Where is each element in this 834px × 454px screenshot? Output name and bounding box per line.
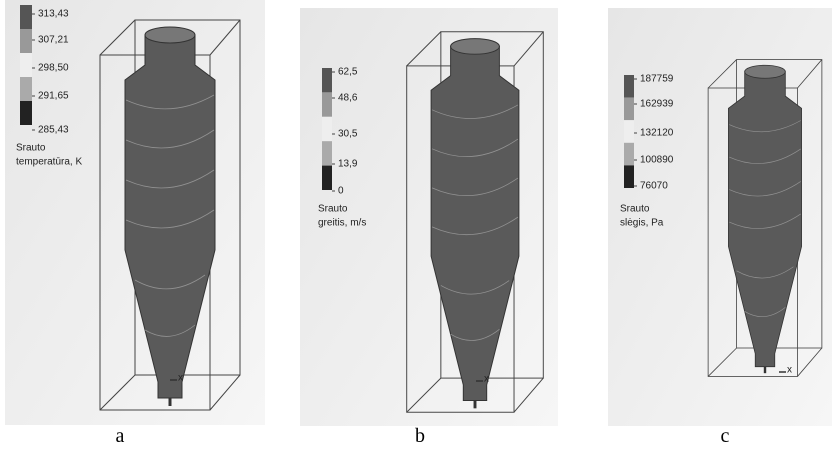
panels: 313,43 307,21 298,50 291,65 285,43 Srauto temp… xyxy=(5,0,832,447)
legend-color-segment xyxy=(20,29,32,53)
legend-tick-label: 285,43 xyxy=(38,125,69,136)
legend-tick-label: 0 xyxy=(338,186,344,197)
legend-color-segment xyxy=(322,92,332,117)
legend-color-segment xyxy=(322,68,332,93)
legend-tick-label: 298,50 xyxy=(38,63,69,74)
panel: 313,43 307,21 298,50 291,65 285,43 Srauto temp… xyxy=(5,0,265,447)
legend-color-segment xyxy=(624,165,634,188)
legend-title: Srauto xyxy=(16,143,46,154)
legend-color-segment xyxy=(322,141,332,166)
legend-title: slėgis, Pa xyxy=(620,218,664,229)
legend-color-segment xyxy=(20,53,32,77)
legend-color-segment xyxy=(624,97,634,121)
legend-title: Srauto xyxy=(620,204,650,215)
axis-label: x xyxy=(484,374,489,385)
legend-title: temperatūra, K xyxy=(16,157,82,168)
legend-title: greitis, m/s xyxy=(318,218,366,229)
axis-label: x xyxy=(178,373,183,384)
legend-color-segment xyxy=(322,116,332,142)
panel-label: b xyxy=(415,425,425,447)
legend-color-segment xyxy=(20,5,32,29)
panel: 187759 162939 132120 100890 76070 Srauto slėgi… xyxy=(608,8,832,447)
legend-title: Srauto xyxy=(318,204,348,215)
legend-color-segment xyxy=(624,75,634,98)
axis-label: x xyxy=(787,365,792,376)
legend-color-segment xyxy=(624,120,634,143)
legend-color-segment xyxy=(624,142,634,166)
panel-label: c xyxy=(721,425,730,447)
legend-tick-label: 100890 xyxy=(640,155,674,166)
legend-color-segment xyxy=(322,165,332,190)
legend-tick-label: 30,5 xyxy=(338,129,358,140)
panel: 62,5 48,6 30,5 13,9 0 Srauto greitis, m/s x b xyxy=(300,8,558,447)
legend-tick-label: 13,9 xyxy=(338,159,358,170)
legend-tick-label: 187759 xyxy=(640,74,674,85)
legend-tick-label: 291,65 xyxy=(38,91,69,102)
legend-tick-label: 132120 xyxy=(640,128,674,139)
legend-color-segment xyxy=(20,101,32,125)
legend-tick-label: 313,43 xyxy=(38,9,69,20)
legend-tick-label: 62,5 xyxy=(338,67,358,78)
panel-label: a xyxy=(116,425,125,447)
legend-tick-label: 76070 xyxy=(640,181,668,192)
legend-tick-label: 162939 xyxy=(640,99,674,110)
legend-tick-label: 48,6 xyxy=(338,93,358,104)
legend-tick-label: 307,21 xyxy=(38,35,69,46)
legend-color-segment xyxy=(20,77,32,101)
